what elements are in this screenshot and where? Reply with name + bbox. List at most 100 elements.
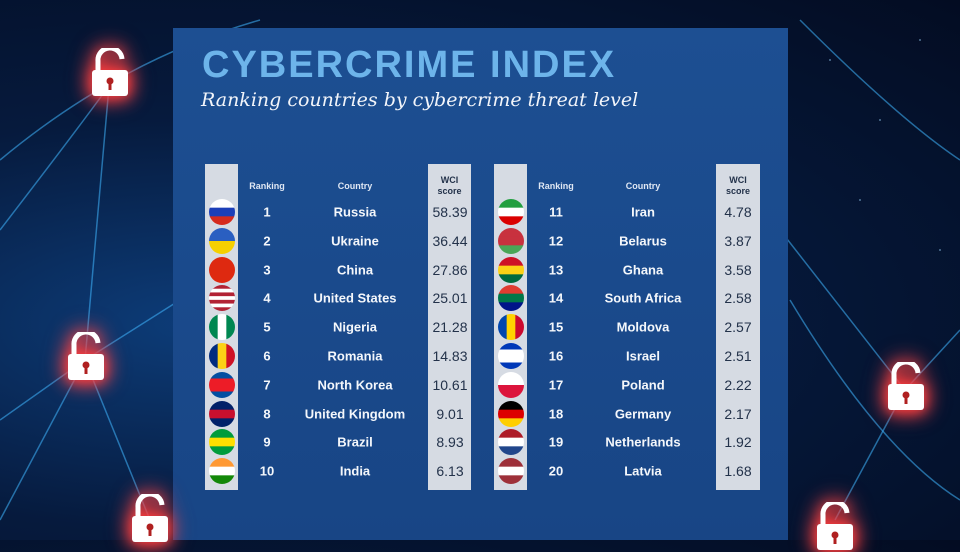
header-wci: WCI score xyxy=(716,175,760,197)
rank-cell: 9 xyxy=(263,434,271,450)
rank-cell: 2 xyxy=(263,233,271,249)
infographic-panel xyxy=(173,28,788,540)
score-column-left xyxy=(428,164,471,490)
country-cell: United Kingdom xyxy=(304,406,406,422)
wci-score-cell: 1.92 xyxy=(724,434,752,451)
flag-icon xyxy=(498,429,524,456)
score-column-right xyxy=(716,164,760,490)
header-wci-line1: WCI xyxy=(729,175,747,185)
rank-cell: 1 xyxy=(263,204,271,220)
rank-cell: 15 xyxy=(548,319,564,335)
wci-score-cell: 2.17 xyxy=(724,405,752,422)
wci-score-cell: 1.68 xyxy=(724,463,752,480)
rank-cell: 16 xyxy=(548,348,564,364)
flag-icon xyxy=(498,199,524,225)
country-cell: Moldova xyxy=(616,319,670,335)
wci-score-cell: 58.39 xyxy=(432,204,468,220)
country-cell: Ukraine xyxy=(331,233,379,249)
country-cell: United States xyxy=(313,290,397,306)
country-cell: Ghana xyxy=(622,262,664,278)
country-cell: Netherlands xyxy=(605,434,681,450)
header-ranking: Ranking xyxy=(538,181,574,191)
wci-score-cell: 10.61 xyxy=(432,376,468,393)
flag-icon xyxy=(209,458,235,485)
unlocked-padlock-icon xyxy=(815,502,855,552)
rank-cell: 13 xyxy=(548,262,564,278)
flag-icon xyxy=(209,256,235,283)
flag-icon xyxy=(498,314,524,341)
wci-score-cell: 27.86 xyxy=(432,261,468,278)
wci-score-cell: 3.87 xyxy=(724,232,752,249)
flag-icon xyxy=(209,227,235,254)
rank-cell: 19 xyxy=(548,434,564,450)
flag-icon xyxy=(209,314,235,341)
wci-score-cell: 2.22 xyxy=(724,376,752,393)
flag-icon xyxy=(498,458,524,485)
country-cell: North Korea xyxy=(317,377,393,393)
rank-cell: 12 xyxy=(548,233,564,249)
wci-score-cell: 36.44 xyxy=(432,232,468,249)
country-cell: Iran xyxy=(631,204,655,220)
rank-cell: 3 xyxy=(263,262,271,278)
rank-cell: 7 xyxy=(263,377,271,393)
header-wci-line1: WCI xyxy=(440,175,459,185)
flag-icon xyxy=(498,371,524,398)
flag-icon xyxy=(209,371,235,398)
rank-cell: 11 xyxy=(549,204,563,220)
flag-icon xyxy=(209,400,235,427)
header-country: Country xyxy=(337,181,373,191)
country-cell: India xyxy=(339,463,371,479)
country-cell: Poland xyxy=(621,377,665,393)
unlocked-padlock-icon xyxy=(66,332,106,382)
country-cell: Latvia xyxy=(624,463,662,479)
wci-score-cell: 2.57 xyxy=(724,319,752,336)
page-subtitle: Ranking countries by cybercrime threat l… xyxy=(201,89,639,111)
flag-icon xyxy=(498,400,524,427)
country-cell: Russia xyxy=(333,204,377,220)
header-wci: WCI score xyxy=(428,175,471,197)
header-wci-line2: score xyxy=(437,186,462,196)
country-cell: Germany xyxy=(614,406,672,422)
rank-cell: 6 xyxy=(263,348,271,364)
wci-score-cell: 21.28 xyxy=(432,319,468,336)
unlocked-padlock-icon xyxy=(90,48,130,98)
flag-icon xyxy=(498,343,524,369)
flag-icon xyxy=(209,199,235,225)
wci-score-cell: 2.58 xyxy=(724,290,752,307)
rank-cell: 10 xyxy=(259,463,275,479)
page-title: CYBERCRIME INDEX xyxy=(202,44,617,86)
country-cell: Nigeria xyxy=(332,319,378,335)
wci-score-cell: 9.01 xyxy=(436,405,464,422)
rank-cell: 5 xyxy=(263,319,271,335)
flag-icon xyxy=(498,285,524,312)
wci-score-cell: 8.93 xyxy=(436,434,464,451)
rank-cell: 14 xyxy=(548,290,564,306)
flag-icon xyxy=(498,227,524,254)
country-cell: Israel xyxy=(626,348,660,364)
wci-score-cell: 14.83 xyxy=(432,348,468,364)
unlocked-padlock-icon xyxy=(130,494,170,544)
country-cell: Belarus xyxy=(619,233,667,249)
rank-cell: 4 xyxy=(263,290,271,306)
country-cell: South Africa xyxy=(604,290,682,306)
rank-cell: 8 xyxy=(263,406,271,422)
country-cell: Romania xyxy=(327,348,383,364)
country-cell: China xyxy=(336,262,374,278)
rank-cell: 20 xyxy=(548,463,564,479)
wci-score-cell: 2.51 xyxy=(724,348,752,364)
flag-icon xyxy=(209,429,235,456)
wci-score-cell: 3.58 xyxy=(724,261,752,278)
wci-score-cell: 6.13 xyxy=(436,463,464,480)
country-cell: Brazil xyxy=(337,434,373,450)
flag-icon xyxy=(209,343,235,369)
wci-score-cell: 25.01 xyxy=(432,290,468,307)
header-country: Country xyxy=(625,181,661,191)
header-wci-line2: score xyxy=(725,186,751,196)
rank-cell: 18 xyxy=(548,406,564,422)
flag-icon xyxy=(498,256,524,283)
header-ranking: Ranking xyxy=(249,181,285,191)
rank-cell: 17 xyxy=(548,377,564,393)
flag-icon xyxy=(209,285,235,312)
wci-score-cell: 4.78 xyxy=(724,204,752,220)
unlocked-padlock-icon xyxy=(886,362,926,412)
